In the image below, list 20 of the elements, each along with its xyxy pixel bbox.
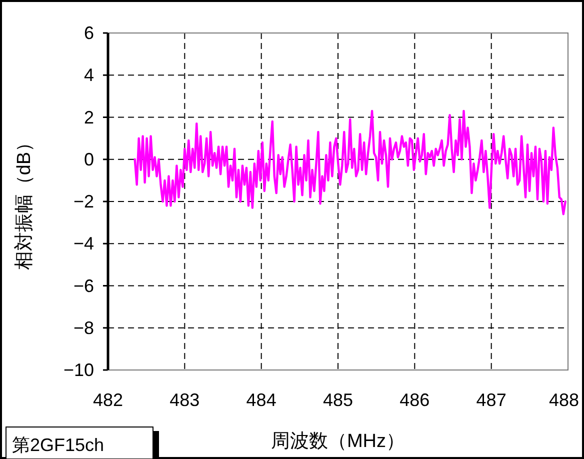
y-tick-label: −8 [73, 318, 94, 338]
x-tick-label: 488 [548, 390, 580, 410]
text: 第2GF15ch [12, 435, 104, 455]
x-tick-label: 483 [170, 390, 200, 410]
x-tick-label: 482 [92, 390, 124, 410]
x-tick-label: 484 [246, 390, 276, 410]
y-tick-label: −6 [73, 276, 94, 296]
line-series [134, 110, 566, 216]
x-tick-label: 487 [476, 390, 506, 410]
y-tick-label: −2 [73, 192, 94, 212]
x-tick-label: 486 [400, 390, 430, 410]
y-tick-label: 2 [84, 107, 94, 128]
y-tick-label: −4 [73, 234, 94, 254]
y-tick-label: 6 [84, 23, 94, 43]
y-tick-label: 0 [84, 149, 94, 170]
x-axis-title: 周波数（MHz） [270, 431, 406, 452]
y-axis-title: 相対振幅（dB） [13, 132, 35, 270]
y-tick-label: −10 [63, 360, 94, 380]
y-tick-label: 4 [84, 65, 94, 86]
x-tick-label: 485 [322, 390, 354, 410]
